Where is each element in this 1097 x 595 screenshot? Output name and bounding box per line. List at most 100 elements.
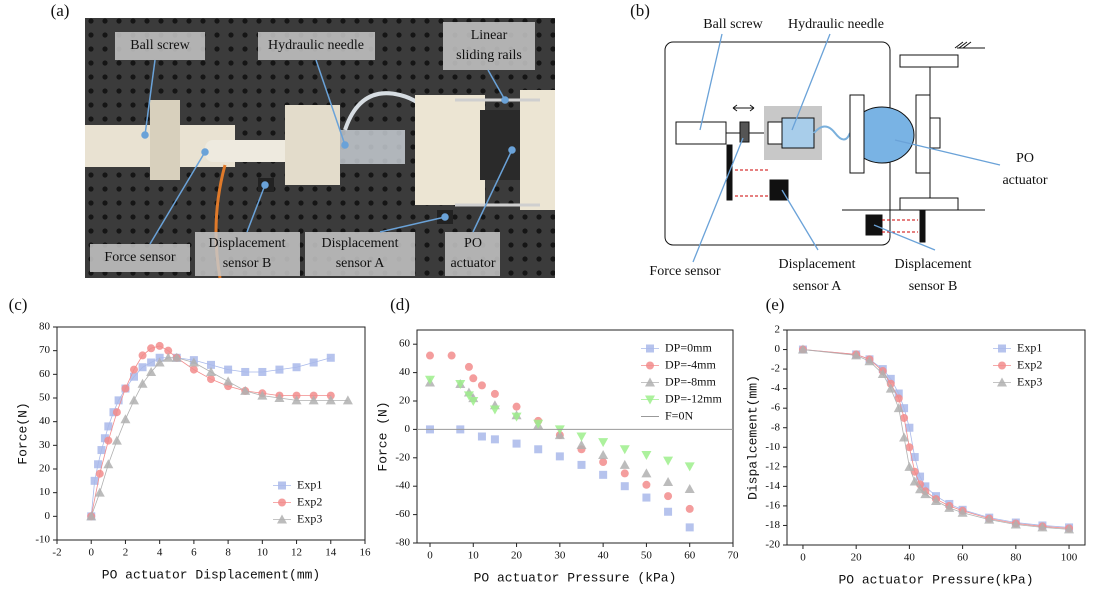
marker xyxy=(663,456,674,466)
marker xyxy=(664,492,673,501)
y-tick-label: 2 xyxy=(775,324,781,336)
marker xyxy=(275,365,284,374)
marker xyxy=(94,487,105,497)
legend-label: Exp3 xyxy=(1017,374,1042,388)
legend-swatch xyxy=(998,344,1006,353)
y-tick-label: 0 xyxy=(405,423,411,435)
legend-swatch xyxy=(645,377,655,387)
marker xyxy=(490,389,499,398)
plot-area xyxy=(416,329,734,544)
marker xyxy=(894,389,903,398)
diagram-label: Hydraulic needle xyxy=(788,17,884,32)
y-tick-label: 30 xyxy=(39,439,51,451)
marker xyxy=(138,363,147,372)
photo-label: Ball screw xyxy=(130,38,190,53)
diagram-label: sensor B xyxy=(909,279,958,294)
marker xyxy=(114,396,123,405)
marker xyxy=(489,405,500,415)
marker xyxy=(223,376,234,386)
marker xyxy=(274,393,285,402)
y-tick-label: -60 xyxy=(395,508,410,520)
marker xyxy=(555,452,564,461)
legend-swatch xyxy=(645,395,655,405)
marker xyxy=(112,408,121,417)
marker xyxy=(663,476,674,486)
x-axis-title: PO actuator Displacement(mm) xyxy=(102,567,320,582)
marker xyxy=(86,511,97,521)
legend-label: DP=-8mm xyxy=(665,374,716,388)
marker xyxy=(469,374,478,383)
x-tick-label: 20 xyxy=(851,552,863,564)
marker xyxy=(490,435,499,444)
y-tick-label: 60 xyxy=(39,368,51,380)
legend-label: Exp1 xyxy=(1017,340,1042,354)
y-tick-label: -2 xyxy=(771,363,780,375)
legend-swatch xyxy=(277,514,287,524)
y-axis-title: Force (N) xyxy=(375,401,390,471)
photo-label: sensor B xyxy=(223,256,272,271)
marker xyxy=(95,469,104,478)
marker xyxy=(241,367,250,376)
marker xyxy=(899,432,910,442)
photo-label: sliding rails xyxy=(456,48,522,63)
diagram-label: Force sensor xyxy=(649,264,720,279)
marker xyxy=(424,375,435,385)
legend-label: Exp1 xyxy=(297,477,322,491)
marker xyxy=(120,414,131,424)
marker xyxy=(900,413,909,422)
marker xyxy=(188,357,199,367)
marker xyxy=(534,445,543,454)
y-tick-label: -6 xyxy=(771,402,781,414)
x-tick-label: 70 xyxy=(728,550,740,562)
photo-label: sensor A xyxy=(336,256,386,271)
photo-label: Hydraulic needle xyxy=(268,38,364,53)
photo-label: Linear xyxy=(471,28,508,43)
marker xyxy=(100,434,109,443)
marker xyxy=(684,462,695,472)
y-tick-label: -16 xyxy=(765,499,780,511)
x-tick-label: 10 xyxy=(257,547,269,559)
marker xyxy=(90,476,99,485)
y-tick-label: -10 xyxy=(35,534,50,546)
marker xyxy=(641,468,652,478)
marker xyxy=(905,443,914,452)
panel-label: (b) xyxy=(630,1,650,20)
marker xyxy=(910,453,919,462)
marker xyxy=(620,482,629,491)
x-tick-label: 40 xyxy=(904,552,916,564)
marker xyxy=(164,346,173,355)
y-tick-label: -14 xyxy=(765,480,780,492)
marker xyxy=(598,449,609,459)
marker xyxy=(103,459,114,469)
x-tick-label: 20 xyxy=(511,550,523,562)
x-tick-label: 60 xyxy=(957,552,969,564)
marker xyxy=(455,379,466,389)
legend-label: DP=0mm xyxy=(665,340,712,354)
marker xyxy=(619,445,630,455)
y-tick-label: -20 xyxy=(395,451,410,463)
marker xyxy=(111,435,122,445)
marker xyxy=(920,489,931,499)
marker xyxy=(308,395,319,405)
legend-swatch xyxy=(998,361,1006,370)
marker xyxy=(146,366,157,376)
diagram-label: PO xyxy=(1016,151,1034,166)
legend-swatch xyxy=(278,498,286,507)
marker xyxy=(598,438,609,448)
x-tick-label: 60 xyxy=(684,550,696,562)
marker xyxy=(154,357,165,367)
marker xyxy=(900,404,909,413)
legend-label: DP=-12mm xyxy=(665,391,722,405)
marker xyxy=(904,461,915,471)
x-tick-label: 12 xyxy=(291,547,302,559)
marker xyxy=(957,507,968,517)
x-tick-label: 0 xyxy=(800,552,806,564)
x-tick-label: 16 xyxy=(360,547,372,559)
marker xyxy=(1037,522,1048,532)
y-tick-label: -10 xyxy=(765,441,780,453)
marker xyxy=(206,366,216,376)
marker xyxy=(642,480,651,489)
y-tick-label: 80 xyxy=(39,321,51,333)
y-tick-label: 0 xyxy=(45,510,51,522)
